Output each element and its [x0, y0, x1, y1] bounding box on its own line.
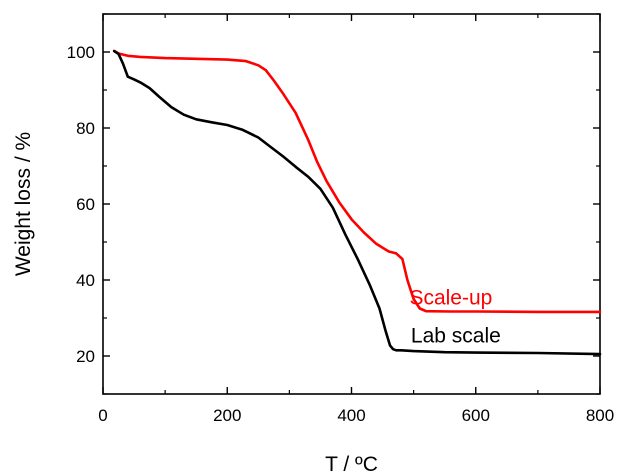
x-tick-label: 400	[337, 406, 365, 425]
y-axis-title: Weight loss / %	[12, 132, 35, 276]
x-tick-labels: 0 200 400 600 800	[98, 406, 614, 425]
y-tick-label: 100	[67, 43, 95, 62]
x-tick-label: 0	[98, 406, 107, 425]
y-tick-label: 60	[76, 195, 95, 214]
x-axis-title: T / ºC	[325, 453, 378, 475]
series-lines	[112, 49, 602, 356]
axis-ticks	[102, 13, 601, 395]
series-line-scale-up	[112, 49, 602, 314]
x-tick-label: 200	[213, 406, 241, 425]
x-tick-label: 800	[586, 406, 614, 425]
annotation-lab-scale: Lab scale	[411, 325, 501, 348]
y-tick-labels: 20 40 60 80 100	[67, 43, 95, 366]
x-tick-label: 600	[462, 406, 490, 425]
series-annotations: Scale-up Lab scale	[409, 287, 500, 348]
y-tick-label: 40	[76, 271, 95, 290]
y-tick-label: 80	[76, 119, 95, 138]
plot-frame	[102, 13, 601, 395]
series-line-lab-scale	[112, 49, 602, 356]
y-tick-label: 20	[76, 347, 95, 366]
annotation-scale-up: Scale-up	[409, 287, 492, 310]
